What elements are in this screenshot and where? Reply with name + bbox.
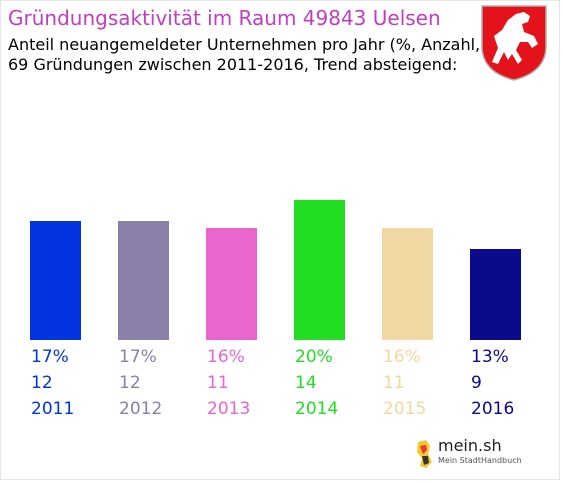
mein-sh-logo-icon bbox=[417, 440, 432, 468]
percent-label-2014: 20% bbox=[295, 347, 333, 367]
year-label-2015: 2015 bbox=[383, 399, 427, 419]
coat-of-arms-icon bbox=[481, 5, 547, 81]
bar-2015 bbox=[382, 228, 433, 340]
brand-tagline: Mein StadtHandbuch bbox=[438, 456, 522, 465]
chart-subtitle: Anteil neuangemeldeter Unternehmen pro J… bbox=[8, 35, 523, 54]
percent-label-2013: 16% bbox=[207, 347, 245, 367]
bar-2016 bbox=[470, 249, 521, 340]
count-label-2012: 12 bbox=[119, 373, 141, 393]
count-label-2011: 12 bbox=[31, 373, 53, 393]
year-label-2014: 2014 bbox=[295, 399, 339, 419]
year-label-2012: 2012 bbox=[119, 399, 163, 419]
count-label-2014: 14 bbox=[295, 373, 317, 393]
count-label-2015: 11 bbox=[383, 373, 405, 393]
count-label-2013: 11 bbox=[207, 373, 229, 393]
bar-2014 bbox=[294, 200, 345, 340]
count-label-2016: 9 bbox=[471, 373, 482, 393]
bar-2011 bbox=[30, 221, 81, 340]
bar-2013 bbox=[206, 228, 257, 340]
year-label-2011: 2011 bbox=[31, 399, 75, 419]
chart-title: Gründungsaktivität im Raum 49843 Uelsen bbox=[8, 6, 441, 30]
chart-summary: 69 Gründungen zwischen 2011-2016, Trend … bbox=[8, 55, 458, 74]
brand-logo-text: mein.sh bbox=[438, 436, 502, 455]
percent-label-2011: 17% bbox=[31, 347, 69, 367]
percent-label-2016: 13% bbox=[471, 347, 509, 367]
bar-2012 bbox=[118, 221, 169, 340]
percent-label-2015: 16% bbox=[383, 347, 421, 367]
year-label-2013: 2013 bbox=[207, 399, 251, 419]
percent-label-2012: 17% bbox=[119, 347, 157, 367]
year-label-2016: 2016 bbox=[471, 399, 515, 419]
